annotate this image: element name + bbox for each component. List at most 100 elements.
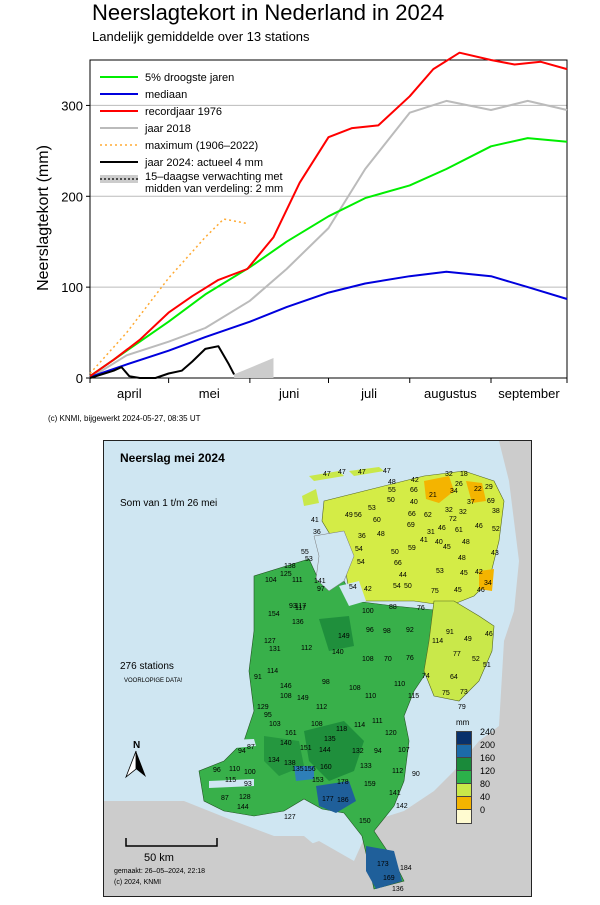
- station-value: 110: [365, 693, 377, 700]
- legend-value-label: 40: [480, 792, 491, 802]
- station-value: 36: [313, 529, 321, 536]
- station-value: 40: [435, 539, 443, 546]
- x-axis-ticks: april mei juni juli augustus september: [89, 378, 568, 401]
- station-value: 154: [268, 611, 280, 618]
- station-value: 48: [388, 479, 396, 486]
- station-value: 41: [420, 537, 428, 544]
- station-value: 169: [383, 875, 395, 882]
- station-value: 47: [323, 471, 331, 478]
- station-value: 91: [254, 674, 262, 681]
- station-value: 48: [458, 555, 466, 562]
- station-value: 50: [404, 583, 412, 590]
- legend-label-6: 15–daagse verwachting met midden van verd…: [145, 171, 283, 195]
- station-value: 74: [422, 673, 430, 680]
- station-value: 111: [372, 718, 383, 725]
- series-line-3: [89, 99, 568, 379]
- station-value: 75: [431, 588, 439, 595]
- station-value: 138: [284, 760, 296, 767]
- station-value: 93: [289, 603, 297, 610]
- station-value: 133: [360, 763, 372, 770]
- y-axis-ticks: 0 100 200 300: [61, 98, 90, 386]
- wadden-island-1: [309, 471, 344, 481]
- station-value: 69: [407, 522, 415, 529]
- station-value: 55: [301, 549, 309, 556]
- legend-label-5: jaar 2024: actueel 4 mm: [144, 157, 263, 169]
- station-value: 93: [244, 781, 252, 788]
- station-value: 108: [311, 721, 323, 728]
- station-value: 54: [393, 583, 401, 590]
- station-value: 115: [408, 693, 420, 700]
- station-value: 22: [474, 486, 482, 493]
- station-value: 114: [432, 638, 444, 645]
- station-value: 41: [311, 517, 319, 524]
- station-value: 62: [424, 512, 432, 519]
- station-value: 47: [358, 469, 366, 476]
- station-value: 150: [359, 818, 371, 825]
- station-value: 159: [364, 781, 376, 788]
- station-value: 160: [320, 764, 332, 771]
- gridlines: [90, 104, 567, 288]
- map-created: gemaakt: 26–05–2024, 22:18: [114, 868, 206, 875]
- y-tick-label: 100: [61, 280, 83, 295]
- legend-value-label: 0: [480, 805, 486, 815]
- station-value: 51: [483, 662, 491, 669]
- station-value: 104: [265, 577, 277, 584]
- station-value: 47: [383, 468, 391, 475]
- station-value: 59: [408, 545, 416, 552]
- station-value: 100: [244, 769, 256, 776]
- station-value: 103: [269, 721, 281, 728]
- station-value: 72: [449, 516, 457, 523]
- drought-chart: 0 100 200 300 april mei juni juli augustus septe…: [35, 51, 568, 401]
- station-value: 54: [355, 546, 363, 553]
- x-tick-label: juni: [278, 386, 299, 401]
- station-value: 66: [408, 511, 416, 518]
- station-value: 32: [445, 471, 453, 478]
- station-value: 118: [336, 726, 348, 733]
- station-value: 37: [467, 499, 475, 506]
- station-value: 115: [225, 777, 237, 784]
- station-value: 91: [446, 629, 454, 636]
- station-value: 49: [464, 636, 472, 643]
- station-value: 140: [280, 740, 292, 747]
- station-value: 112: [301, 645, 313, 652]
- station-value: 46: [438, 525, 446, 532]
- station-value: 117: [295, 603, 307, 610]
- forecast-band: [234, 358, 274, 378]
- station-value: 55: [388, 487, 396, 494]
- station-value: 54: [357, 559, 365, 566]
- station-value: 40: [410, 499, 418, 506]
- station-value: 186: [337, 797, 349, 804]
- nl-east: [423, 600, 495, 702]
- x-tick-label: juli: [360, 386, 377, 401]
- map-subtitle: Som van 1 t/m 26 mei: [120, 498, 218, 509]
- station-value: 173: [377, 861, 389, 868]
- scale-bar: [125, 838, 218, 847]
- station-value: 50: [387, 497, 395, 504]
- station-value: 141: [314, 578, 326, 585]
- station-value: 94: [238, 748, 246, 755]
- station-value: 34: [450, 488, 458, 495]
- station-value: 38: [492, 508, 500, 515]
- station-value: 60: [373, 517, 381, 524]
- station-value: 134: [268, 757, 280, 764]
- station-value: 156: [304, 766, 316, 773]
- series-layer: [89, 51, 568, 379]
- station-value: 129: [257, 704, 269, 711]
- station-value: 45: [443, 544, 451, 551]
- station-value: 144: [237, 804, 249, 811]
- station-value: 48: [377, 531, 385, 538]
- station-value: 43: [491, 550, 499, 557]
- station-value: 136: [292, 619, 304, 626]
- station-value: 141: [389, 790, 401, 797]
- blue-patch-limburg: [366, 846, 402, 889]
- station-value: 100: [362, 608, 374, 615]
- station-value: 50: [391, 549, 399, 556]
- map-title: Neerslag mei 2024: [120, 451, 225, 465]
- station-value: 21: [429, 492, 437, 499]
- station-value: 48: [462, 539, 470, 546]
- station-value: 36: [358, 533, 366, 540]
- series-line-4: [89, 218, 248, 375]
- series-line-2: [89, 51, 568, 378]
- x-tick-label: september: [498, 386, 560, 401]
- station-value: 32: [459, 509, 467, 516]
